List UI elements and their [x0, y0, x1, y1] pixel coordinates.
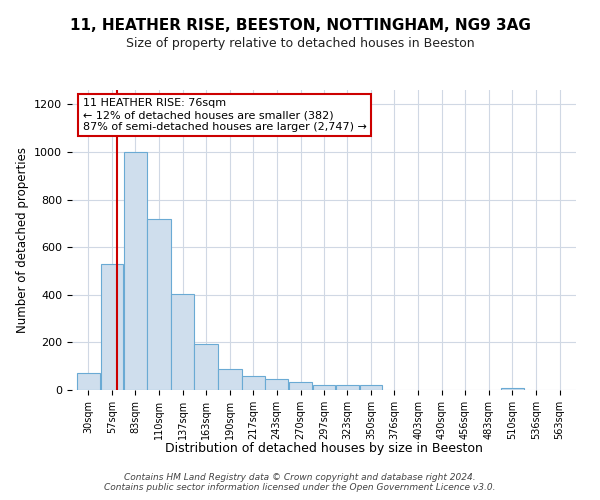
Bar	[336, 385, 359, 390]
Bar	[194, 344, 218, 390]
Bar	[313, 385, 335, 390]
Bar	[101, 264, 123, 390]
Bar	[359, 385, 382, 390]
Bar	[289, 382, 312, 390]
Bar	[148, 218, 171, 390]
Text: 11, HEATHER RISE, BEESTON, NOTTINGHAM, NG9 3AG: 11, HEATHER RISE, BEESTON, NOTTINGHAM, N…	[70, 18, 530, 32]
Bar	[242, 376, 265, 390]
Bar	[124, 152, 147, 390]
Bar	[218, 368, 242, 390]
Bar	[265, 380, 289, 390]
X-axis label: Distribution of detached houses by size in Beeston: Distribution of detached houses by size …	[165, 442, 483, 455]
Y-axis label: Number of detached properties: Number of detached properties	[16, 147, 29, 333]
Text: Contains HM Land Registry data © Crown copyright and database right 2024.
Contai: Contains HM Land Registry data © Crown c…	[104, 473, 496, 492]
Bar	[501, 388, 524, 390]
Text: 11 HEATHER RISE: 76sqm
← 12% of detached houses are smaller (382)
87% of semi-de: 11 HEATHER RISE: 76sqm ← 12% of detached…	[83, 98, 367, 132]
Bar	[171, 294, 194, 390]
Text: Size of property relative to detached houses in Beeston: Size of property relative to detached ho…	[125, 38, 475, 51]
Bar	[77, 374, 100, 390]
